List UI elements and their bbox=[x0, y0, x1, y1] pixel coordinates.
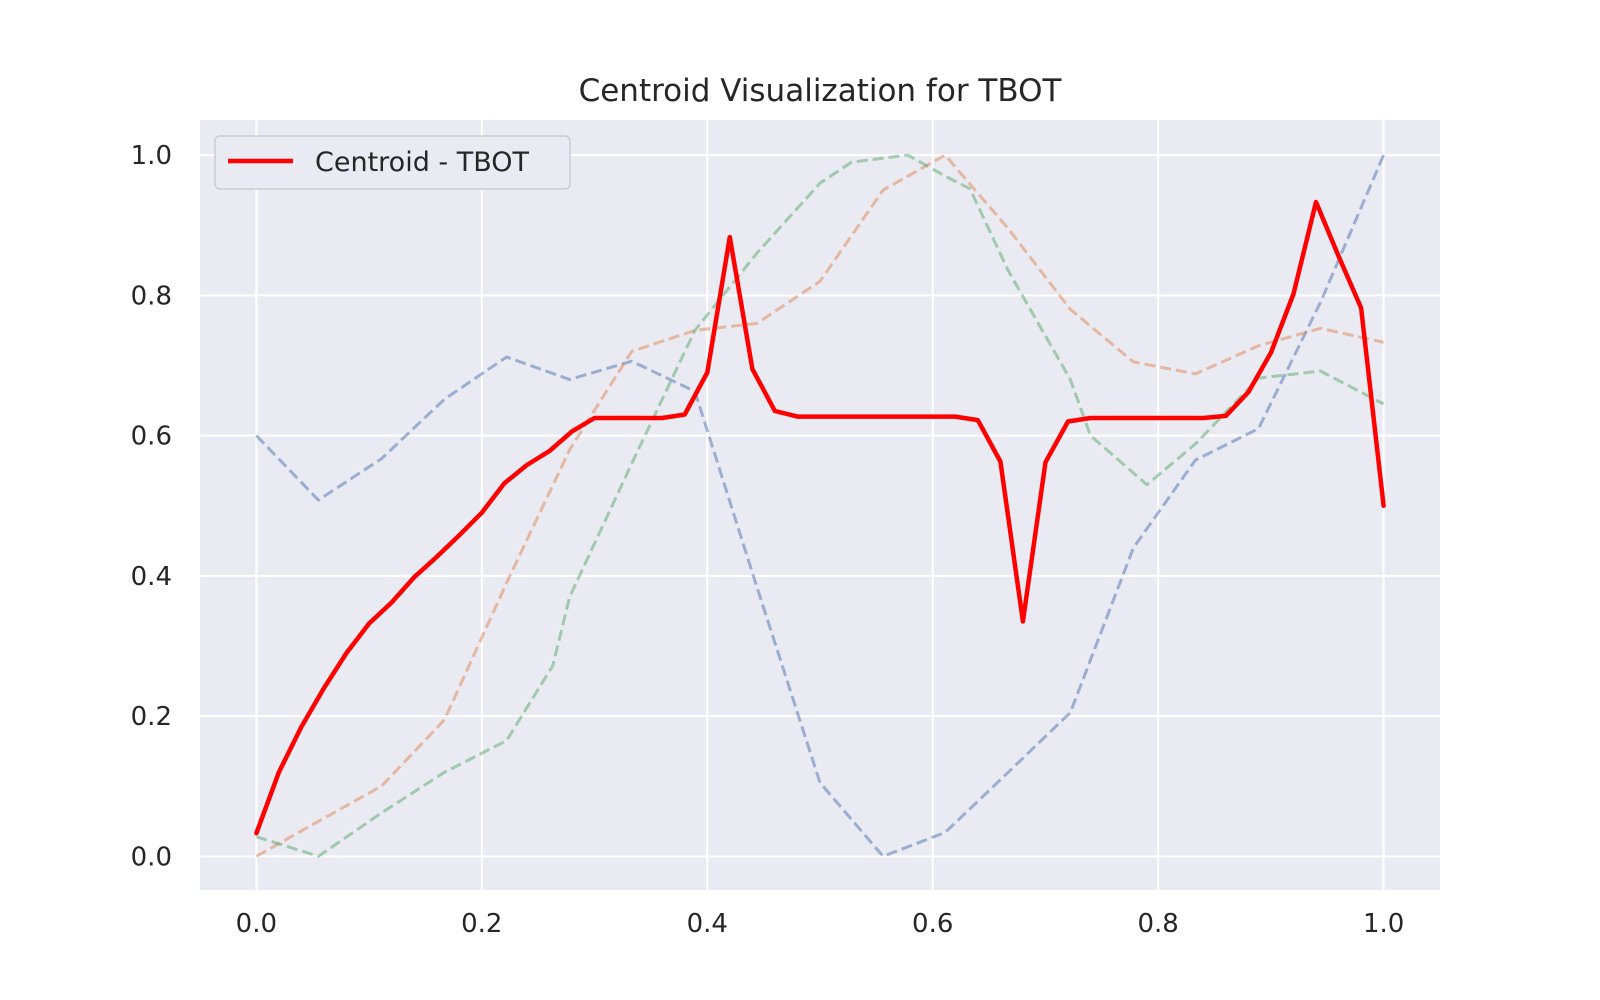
x-tick-label: 0.8 bbox=[1138, 909, 1179, 939]
chart-title: Centroid Visualization for TBOT bbox=[579, 73, 1063, 109]
x-tick-label: 0.0 bbox=[236, 909, 277, 939]
tick-labels: 0.0 0.2 0.4 0.6 0.8 1.0 0.0 0.2 0.4 0.6 0.8 1.0 bbox=[131, 141, 1405, 939]
y-tick-label: 0.2 bbox=[131, 702, 172, 732]
y-tick-label: 0.8 bbox=[131, 281, 172, 311]
x-tick-label: 1.0 bbox=[1363, 909, 1404, 939]
plot-area bbox=[200, 120, 1440, 890]
series-layer bbox=[254, 153, 1386, 858]
series-line-dashed bbox=[255, 153, 1384, 858]
y-tick-label: 0.0 bbox=[131, 842, 172, 872]
y-tick-label: 0.4 bbox=[131, 562, 172, 592]
series-line-dashed bbox=[255, 154, 1385, 858]
legend: Centroid - TBOT bbox=[214, 135, 571, 190]
x-tick-label: 0.4 bbox=[687, 909, 728, 939]
series-line-dashed bbox=[255, 153, 1385, 858]
legend-box bbox=[214, 135, 571, 190]
y-tick-label: 0.6 bbox=[131, 422, 172, 452]
series-line-centroid bbox=[254, 199, 1386, 836]
x-tick-label: 0.6 bbox=[912, 909, 953, 939]
legend-label-centroid: Centroid - TBOT bbox=[315, 147, 530, 178]
y-tick-label: 1.0 bbox=[131, 141, 172, 171]
x-tick-label: 0.2 bbox=[461, 909, 502, 939]
